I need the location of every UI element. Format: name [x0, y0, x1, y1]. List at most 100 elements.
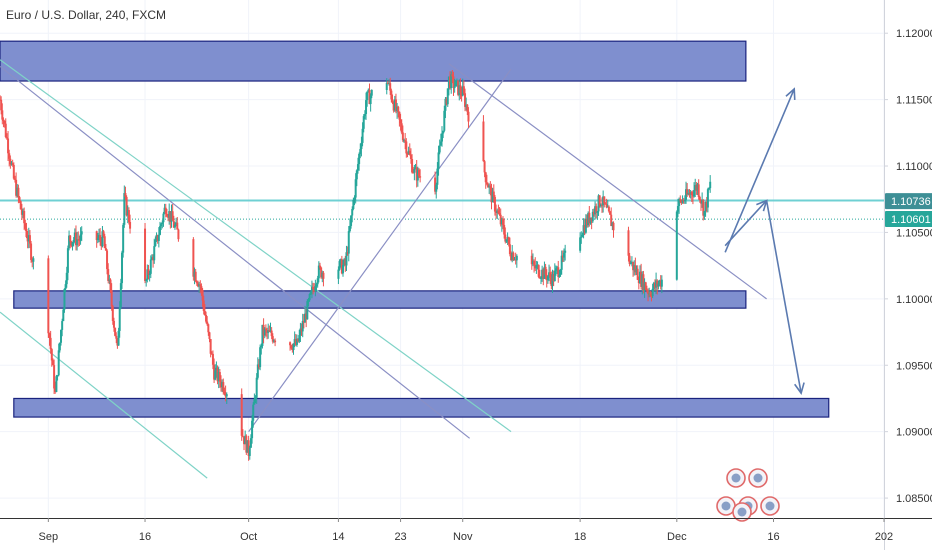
- candle-body: [647, 290, 650, 295]
- candle-body: [350, 215, 353, 226]
- candle-body: [206, 321, 209, 325]
- candle-body: [172, 220, 175, 228]
- candle-body: [641, 274, 644, 287]
- y-tick-label: 1.10000: [896, 294, 932, 306]
- candle-body: [467, 111, 470, 122]
- candle-body: [534, 264, 537, 269]
- candle-body: [295, 338, 298, 345]
- candle-body: [505, 239, 508, 242]
- candle-body: [592, 211, 595, 215]
- candle-body: [161, 222, 164, 225]
- candle-body: [53, 365, 56, 389]
- candle-body: [496, 210, 499, 213]
- candle-body: [356, 164, 359, 171]
- candle-body: [512, 252, 515, 261]
- candle-body: [167, 216, 170, 218]
- candle-body: [504, 234, 507, 242]
- candle-body: [99, 235, 102, 240]
- candle-body: [64, 284, 67, 289]
- candle-body: [701, 200, 704, 204]
- candle-body: [543, 266, 546, 279]
- candle-body: [502, 219, 505, 225]
- candle-body: [355, 170, 358, 180]
- candle-body: [498, 213, 501, 215]
- arrowhead: [794, 382, 805, 395]
- candle-body: [266, 330, 269, 333]
- candle-body: [413, 168, 416, 173]
- candle-body: [112, 320, 115, 328]
- candle-body: [603, 196, 606, 204]
- candle-body: [611, 222, 614, 227]
- candle-body: [358, 153, 361, 165]
- x-tick-label: 202: [875, 531, 893, 543]
- candle-body: [245, 435, 248, 453]
- price-axis[interactable]: 1.12000 1.11500 1.11000 1.10500 1.10000 1.095…: [884, 28, 932, 505]
- candle-body: [216, 367, 219, 382]
- candle-body: [291, 348, 294, 351]
- candle-body: [546, 276, 549, 281]
- candle-body: [259, 347, 262, 368]
- candle-body: [599, 204, 602, 207]
- candle-body: [154, 239, 157, 247]
- candle-body: [27, 235, 30, 242]
- candle-body: [114, 327, 117, 336]
- candle-body: [369, 95, 372, 105]
- candle-body: [685, 189, 688, 200]
- candle-body: [256, 364, 259, 378]
- candle-body: [699, 200, 702, 204]
- candle-body: [162, 213, 165, 223]
- candle-body: [397, 106, 400, 112]
- candle-body: [632, 261, 635, 271]
- candle-body: [353, 197, 356, 200]
- candle-body: [681, 199, 684, 203]
- candle-body: [9, 158, 12, 165]
- candle-body: [80, 231, 83, 235]
- candle-body: [253, 399, 256, 405]
- candle-body: [635, 268, 638, 273]
- candle-body: [447, 76, 450, 89]
- candle-body: [248, 447, 251, 456]
- candle-body: [152, 257, 155, 261]
- candle-body: [643, 282, 646, 291]
- trend-line-5: [448, 63, 767, 300]
- candle-body: [177, 229, 180, 240]
- candle-body: [696, 184, 699, 191]
- candle-body: [321, 272, 324, 278]
- candle-body: [461, 86, 464, 96]
- candle-body: [262, 324, 265, 336]
- arrow-1: [724, 88, 795, 253]
- candle-body: [223, 391, 226, 394]
- candle-body: [12, 164, 15, 179]
- candle-body: [439, 141, 442, 146]
- candle-body: [109, 279, 112, 291]
- candle-body: [3, 120, 6, 124]
- y-tick-label: 1.09500: [896, 360, 932, 372]
- candle-body: [315, 284, 318, 287]
- candle-body: [637, 279, 640, 284]
- candle-body: [164, 207, 167, 214]
- candle-body: [63, 288, 66, 310]
- candle-body: [309, 291, 312, 295]
- candle-body: [160, 224, 163, 227]
- candle-body: [446, 88, 449, 105]
- time-axis[interactable]: Sep 16 Oct 14 23 Nov 18 Dec 16 202: [39, 518, 894, 543]
- candle-body: [317, 265, 320, 279]
- candle-body: [606, 206, 609, 208]
- candle-body: [640, 271, 643, 287]
- candle-body: [165, 213, 168, 217]
- candle-body: [313, 288, 316, 291]
- support-resistance-zones: [0, 40, 830, 418]
- candle-body: [163, 207, 166, 214]
- candle-body: [563, 252, 566, 258]
- candle-body: [466, 104, 469, 112]
- trend-line-2: [0, 311, 208, 479]
- candle-body: [686, 189, 689, 195]
- candle-body: [368, 89, 371, 105]
- candle-body: [554, 268, 557, 271]
- x-tick-label: Dec: [667, 531, 687, 543]
- candle-body: [450, 74, 453, 89]
- candle-body: [15, 179, 18, 196]
